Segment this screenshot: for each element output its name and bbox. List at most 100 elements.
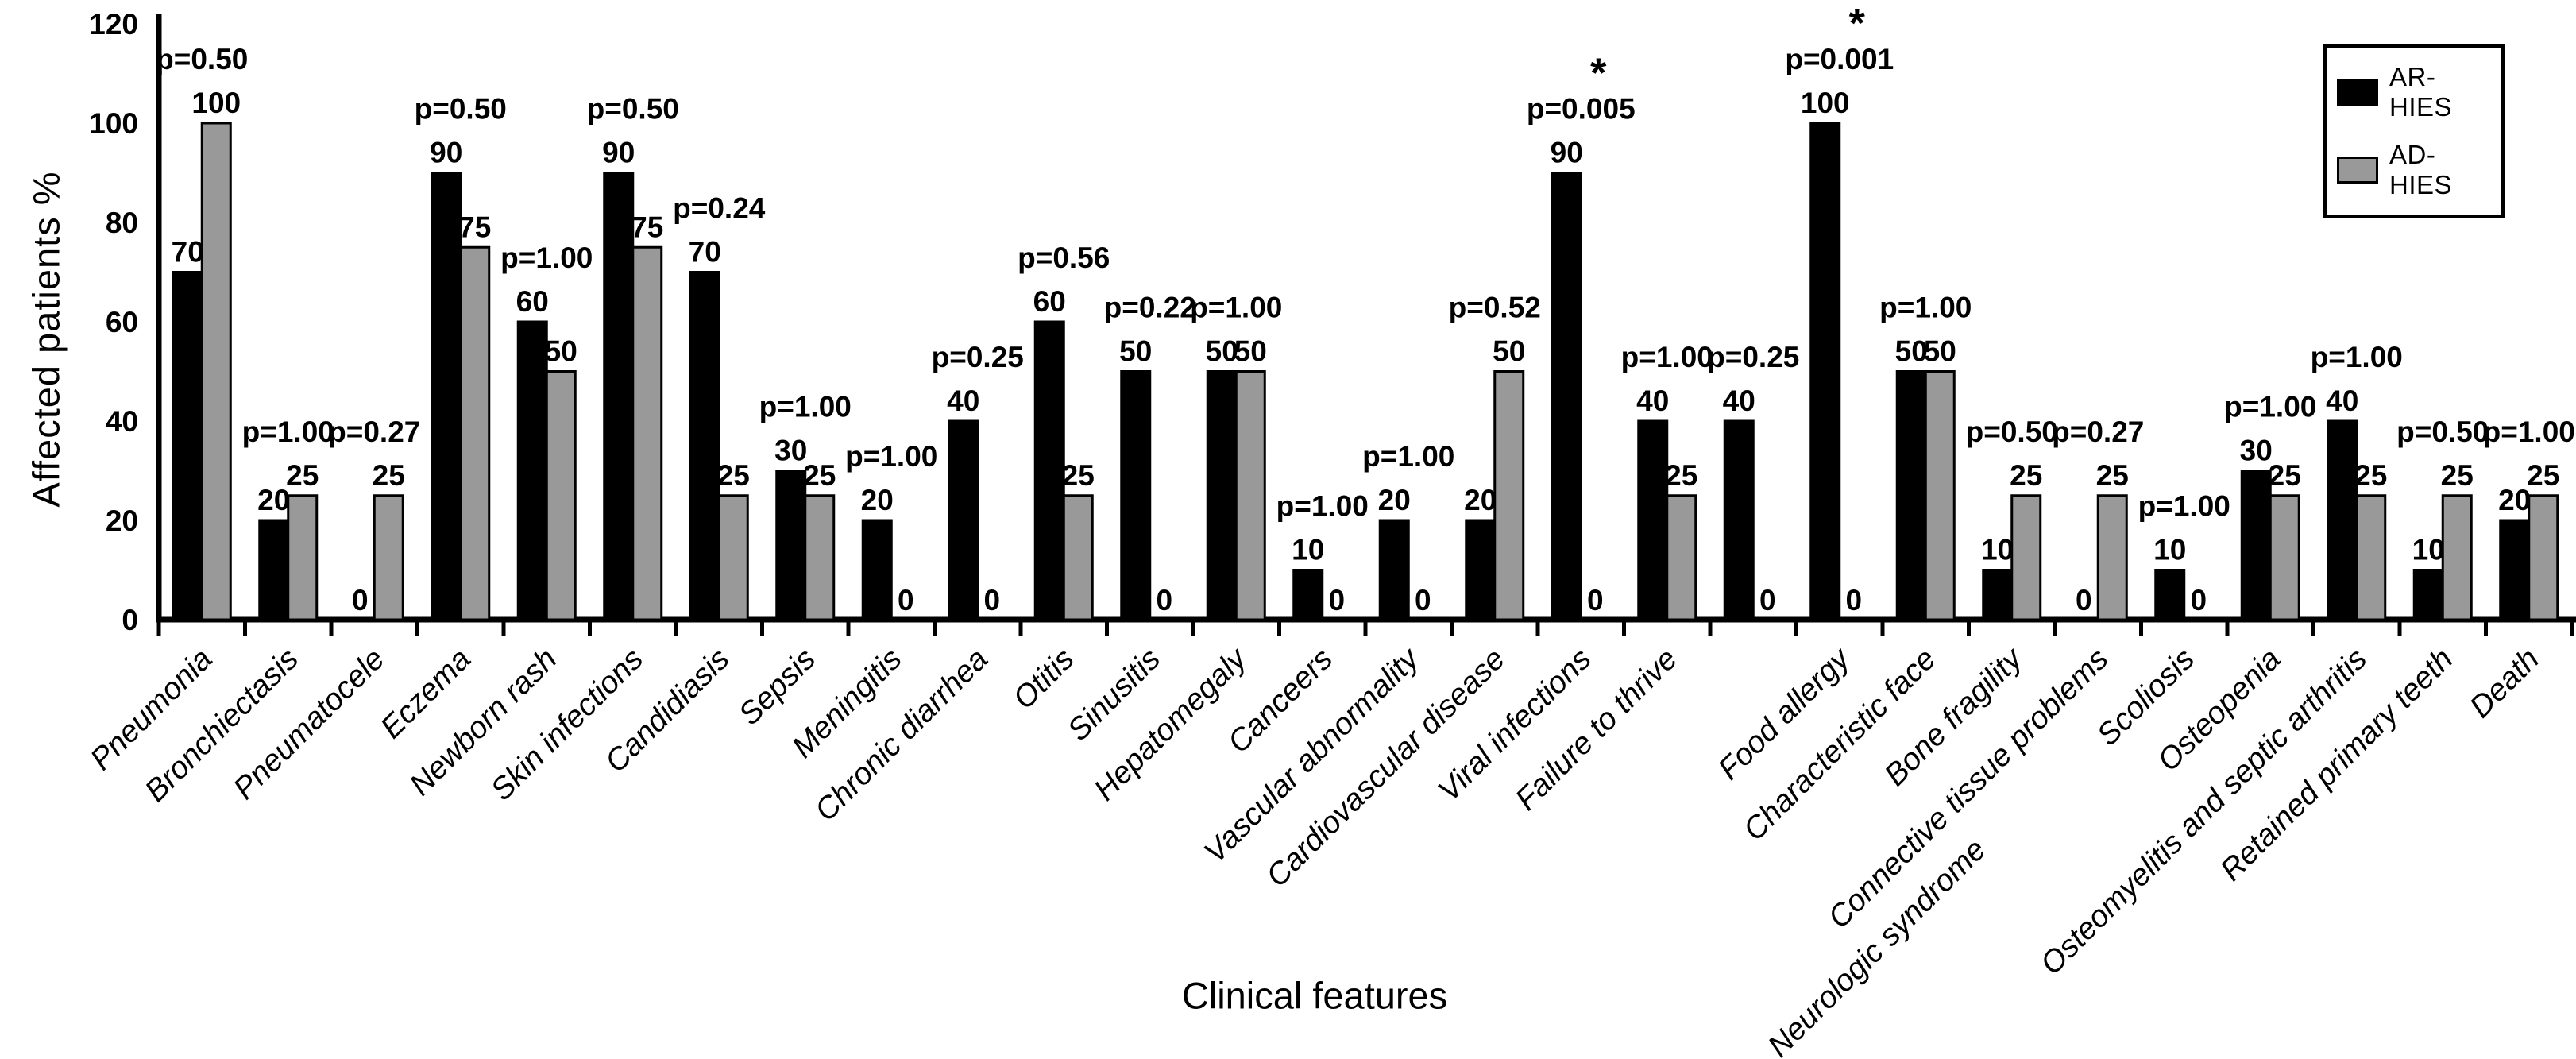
p-value-label-neurologic-syndrome: p=0.25 xyxy=(1707,341,1799,373)
p-value-label-pneumatocele: p=0.27 xyxy=(328,415,420,448)
value-label-ad-hies-scoliosis: 0 xyxy=(2190,584,2207,616)
value-label-ar-hies-newborn-rash: 60 xyxy=(516,285,549,318)
value-label-ar-hies-pneumatocele: 0 xyxy=(352,584,369,616)
bar-ad-hies-death xyxy=(2528,494,2559,621)
bar-ar-hies-food-allergy xyxy=(1809,122,1841,621)
bar-ad-hies-hepatomegaly xyxy=(1234,370,1266,621)
value-label-ad-hies-vascular-abnormality: 0 xyxy=(1415,584,1431,616)
value-label-ar-hies-bone-fragility: 10 xyxy=(1981,534,2014,566)
p-value-label-food-allergy: p=0.001 xyxy=(1785,43,1894,75)
category-label-failure-to-thrive: Failure to thrive xyxy=(1509,642,1684,817)
bar-ar-hies-hepatomegaly xyxy=(1206,370,1238,621)
p-value-label-cardiovascular-disease: p=0.52 xyxy=(1449,292,1541,324)
bar-ar-hies-eczema xyxy=(431,172,462,621)
value-label-ad-hies-meningitis: 0 xyxy=(898,584,914,616)
y-tick-label-80: 80 xyxy=(106,207,138,239)
p-value-label-newborn-rash: p=1.00 xyxy=(500,242,593,274)
value-label-ad-hies-cardiovascular-disease: 50 xyxy=(1493,335,1525,368)
bar-ad-hies-eczema xyxy=(459,245,491,621)
bar-ad-hies-newborn-rash xyxy=(545,370,577,621)
p-value-label-candidiasis: p=0.24 xyxy=(673,192,766,225)
value-label-ar-hies-osteopenia: 30 xyxy=(2240,435,2273,467)
p-value-label-characteristic-face: p=1.00 xyxy=(1879,292,1972,324)
bar-ar-hies-osteomyelitis-and-septic-arthritis xyxy=(2327,419,2358,621)
value-label-ad-hies-retained-primary-teeth: 25 xyxy=(2441,459,2474,492)
bar-ad-hies-otitis xyxy=(1062,494,1094,621)
bar-ar-hies-neurologic-syndrome xyxy=(1723,419,1755,621)
p-value-label-death: p=1.00 xyxy=(2483,415,2575,448)
bar-ad-hies-bronchiectasis xyxy=(287,494,319,621)
value-label-ar-hies-pneumonia: 70 xyxy=(172,236,204,269)
value-label-ad-hies-sinusitis: 0 xyxy=(1156,584,1172,616)
value-label-ar-hies-cardiovascular-disease: 20 xyxy=(1464,484,1497,516)
p-value-label-otitis: p=0.56 xyxy=(1018,242,1110,274)
category-label-hepatomegaly: Hepatomegaly xyxy=(1087,640,1254,807)
category-label-viral-infections: Viral infections xyxy=(1431,642,1597,808)
value-label-ad-hies-candidiasis: 25 xyxy=(717,459,750,492)
value-label-ad-hies-food-allergy: 0 xyxy=(1845,584,1862,616)
value-label-ad-hies-chronic-diarrhea: 0 xyxy=(983,584,1000,616)
bar-ad-hies-failure-to-thrive xyxy=(1666,494,1697,621)
value-label-ar-hies-characteristic-face: 50 xyxy=(1895,335,1928,368)
p-value-label-vascular-abnormality: p=1.00 xyxy=(1362,440,1454,473)
p-value-label-failure-to-thrive: p=1.00 xyxy=(1621,341,1713,373)
bar-ar-hies-retained-primary-teeth xyxy=(2412,569,2444,621)
bar-ar-hies-cardiovascular-disease xyxy=(1465,519,1497,621)
value-label-ar-hies-canceers: 10 xyxy=(1292,534,1324,566)
value-label-ad-hies-characteristic-face: 50 xyxy=(1924,335,1956,368)
p-value-label-scoliosis: p=1.00 xyxy=(2138,490,2230,523)
category-label-death: Death xyxy=(2463,642,2546,725)
y-tick-label-100: 100 xyxy=(89,107,138,140)
bar-ad-hies-bone-fragility xyxy=(2010,494,2042,621)
value-label-ar-hies-viral-infections: 90 xyxy=(1551,137,1583,169)
bar-ad-hies-pneumatocele xyxy=(373,494,404,621)
p-value-label-pneumonia: p=0.50 xyxy=(156,43,248,75)
bar-ar-hies-bone-fragility xyxy=(1982,569,2014,621)
significance-star-viral-infections: * xyxy=(1590,51,1607,97)
p-value-label-sinusitis: p=0.22 xyxy=(1104,292,1196,324)
bar-ar-hies-failure-to-thrive xyxy=(1637,419,1669,621)
p-value-label-skin-infections: p=0.50 xyxy=(587,93,679,126)
value-label-ar-hies-connective-tissue-problems: 0 xyxy=(2076,584,2092,616)
value-label-ad-hies-osteopenia: 25 xyxy=(2269,459,2301,492)
bar-ad-hies-characteristic-face xyxy=(1924,370,1956,621)
value-label-ar-hies-hepatomegaly: 50 xyxy=(1206,335,1238,368)
p-value-label-hepatomegaly: p=1.00 xyxy=(1190,292,1282,324)
p-value-label-connective-tissue-problems: p=0.27 xyxy=(2052,415,2144,448)
value-label-ad-hies-otitis: 25 xyxy=(1062,459,1095,492)
bar-ar-hies-scoliosis xyxy=(2154,569,2186,621)
value-label-ad-hies-death: 25 xyxy=(2527,459,2559,492)
bar-ad-hies-candidiasis xyxy=(717,494,749,621)
bar-ad-hies-pneumonia xyxy=(200,122,232,621)
bar-ar-hies-viral-infections xyxy=(1551,172,1582,621)
p-value-label-osteomyelitis-and-septic-arthritis: p=1.00 xyxy=(2311,341,2403,373)
value-label-ar-hies-chronic-diarrhea: 40 xyxy=(947,385,979,417)
bar-ar-hies-pneumonia xyxy=(172,271,203,621)
legend: AR-HIES AD-HIES xyxy=(2323,44,2505,218)
p-value-label-viral-infections: p=0.005 xyxy=(1527,93,1636,126)
ar-hies-swatch xyxy=(2337,79,2378,106)
y-tick-label-40: 40 xyxy=(106,405,138,438)
value-label-ad-hies-skin-infections: 75 xyxy=(631,211,663,243)
value-label-ar-hies-neurologic-syndrome: 40 xyxy=(1723,385,1755,417)
value-label-ar-hies-skin-infections: 90 xyxy=(602,137,635,169)
y-tick-label-0: 0 xyxy=(122,604,138,636)
bar-ar-hies-skin-infections xyxy=(603,172,635,621)
value-label-ad-hies-osteomyelitis-and-septic-arthritis: 25 xyxy=(2354,459,2387,492)
value-label-ad-hies-pneumonia: 100 xyxy=(191,87,241,119)
value-label-ar-hies-failure-to-thrive: 40 xyxy=(1636,385,1669,417)
value-label-ad-hies-viral-infections: 0 xyxy=(1587,584,1604,616)
legend-label-ad-hies: AD-HIES xyxy=(2389,140,2453,199)
value-label-ar-hies-candidiasis: 70 xyxy=(689,236,721,269)
y-axis-title: Affected patients % xyxy=(25,171,68,508)
bar-ad-hies-retained-primary-teeth xyxy=(2441,494,2473,621)
bar-ad-hies-osteomyelitis-and-septic-arthritis xyxy=(2355,494,2387,621)
p-value-label-bronchiectasis: p=1.00 xyxy=(242,415,334,448)
bar-ar-hies-otitis xyxy=(1033,320,1065,621)
category-label-skin-infections: Skin infections xyxy=(485,642,650,807)
y-tick-label-120: 120 xyxy=(89,8,138,41)
value-label-ad-hies-sepsis: 25 xyxy=(803,459,836,492)
bar-ad-hies-skin-infections xyxy=(631,245,663,621)
value-label-ad-hies-connective-tissue-problems: 25 xyxy=(2096,459,2129,492)
